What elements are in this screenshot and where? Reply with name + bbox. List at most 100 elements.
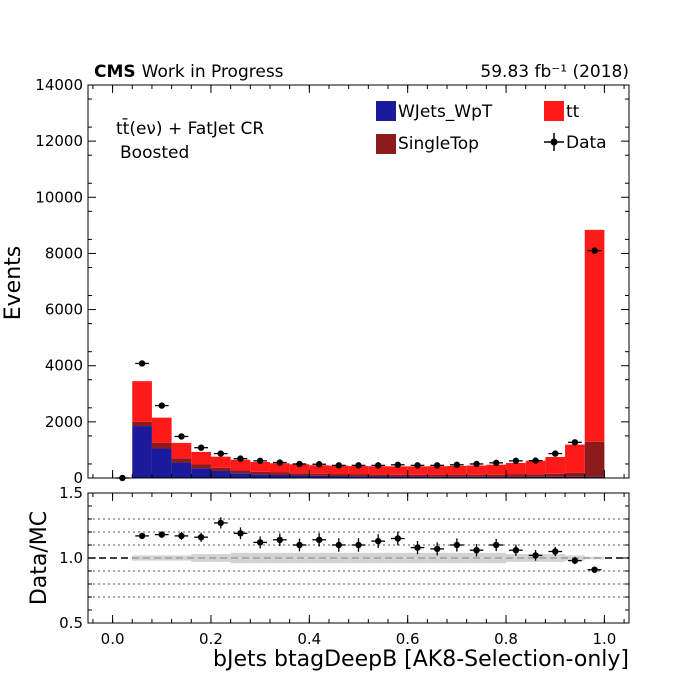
region-annotation: tt̄(eν) + FatJet CR xyxy=(116,117,264,139)
bar-wjets_wpt-10 xyxy=(309,475,329,478)
bar-singletop-22 xyxy=(545,473,566,477)
data-point-20 xyxy=(509,457,523,465)
y-tick-label: 8000 xyxy=(45,244,83,262)
bar-wjets_wpt-17 xyxy=(447,476,467,478)
x-tick-label: 1.0 xyxy=(592,630,616,648)
region-subannotation: Boosted xyxy=(120,143,189,163)
ratio-point-6 xyxy=(233,527,248,540)
ratio-y-axis-label: Data/MC xyxy=(27,511,52,605)
luminosity-label: 59.83 fb⁻¹ (2018) xyxy=(480,62,629,82)
bar-wjets_wpt-21 xyxy=(525,476,546,478)
bar-wjets_wpt-9 xyxy=(289,475,310,478)
bar-tt-20 xyxy=(506,462,526,475)
bar-wjets_wpt-16 xyxy=(427,476,448,478)
bar-tt-11 xyxy=(328,465,349,475)
bar-tt-22 xyxy=(545,456,566,474)
y-tick-label: 14000 xyxy=(35,76,83,94)
bar-wjets_wpt-6 xyxy=(230,473,251,478)
ratio-point-4 xyxy=(194,532,208,542)
bar-singletop-13 xyxy=(368,474,389,477)
ratio-point-24 xyxy=(587,566,602,573)
bar-wjets_wpt-7 xyxy=(250,474,270,478)
y-tick-label: 2000 xyxy=(45,413,83,431)
legend-swatch-tt xyxy=(544,101,564,121)
data-point-2 xyxy=(154,402,169,409)
ratio-point-19 xyxy=(489,538,504,552)
y-tick-label: 4000 xyxy=(45,357,83,375)
ratio-point-17 xyxy=(450,538,464,552)
x-tick-label: 0.6 xyxy=(396,630,420,648)
bar-tt-23 xyxy=(565,444,585,473)
bar-singletop-21 xyxy=(525,474,546,477)
bar-tt-21 xyxy=(525,460,546,475)
ratio-point-23 xyxy=(568,557,582,565)
ratio-point-13 xyxy=(371,534,386,549)
ratio-band-14 xyxy=(388,552,408,564)
ratio-points xyxy=(135,517,602,573)
bar-wjets_wpt-3 xyxy=(171,462,192,478)
bar-wjets_wpt-8 xyxy=(269,474,290,478)
legend-swatch-singletop xyxy=(376,134,396,154)
ratio-point-11 xyxy=(331,538,346,552)
bar-singletop-2 xyxy=(151,442,172,449)
bar-wjets_wpt-15 xyxy=(407,476,428,478)
bar-singletop-19 xyxy=(486,474,507,477)
bar-wjets_wpt-12 xyxy=(348,476,369,478)
bar-wjets_wpt-19 xyxy=(486,476,507,478)
bar-singletop-11 xyxy=(328,474,349,477)
ratio-band-10 xyxy=(309,552,329,564)
bar-wjets_wpt-20 xyxy=(506,476,526,478)
bar-tt-18 xyxy=(466,465,487,475)
ratio-band-22 xyxy=(545,554,566,562)
data-point-19 xyxy=(489,459,504,467)
ratio-point-3 xyxy=(174,531,189,540)
bar-tt-8 xyxy=(269,463,290,473)
bar-wjets_wpt-11 xyxy=(328,476,349,478)
ratio-band-20 xyxy=(506,554,526,562)
bar-singletop-15 xyxy=(407,474,428,477)
ratio-point-9 xyxy=(292,538,307,552)
cms-bold: CMS xyxy=(94,62,136,82)
data-point-16 xyxy=(430,462,445,469)
cms-label: CMS Work in Progress xyxy=(94,62,284,82)
bar-tt-3 xyxy=(171,442,192,459)
ratio-point-20 xyxy=(509,544,523,556)
bar-tt-14 xyxy=(388,466,408,475)
bar-wjets_wpt-1 xyxy=(132,426,152,478)
bar-tt-16 xyxy=(427,466,448,475)
legend-label-data: Data xyxy=(566,133,607,153)
ratio-point-10 xyxy=(312,533,326,547)
bar-tt-4 xyxy=(191,451,211,465)
stacked-bars xyxy=(132,229,605,478)
main-panel: 0 2000 4000 6000 8000 10000 12000 14000 tt̄(eν)… xyxy=(1,76,630,487)
ratio-band-11 xyxy=(328,552,349,564)
ratio-point-14 xyxy=(391,531,405,546)
bar-wjets_wpt-2 xyxy=(151,448,172,478)
bar-singletop-23 xyxy=(565,472,585,477)
data-point-3 xyxy=(174,433,189,440)
x-tick-label: 0.0 xyxy=(101,630,125,648)
bar-singletop-6 xyxy=(230,470,251,474)
ratio-band-2 xyxy=(151,555,172,561)
data-point-8 xyxy=(272,459,287,466)
ratio-band-5 xyxy=(210,554,231,562)
ratio-point-21 xyxy=(528,550,543,561)
ratio-band-4 xyxy=(191,554,211,562)
bar-wjets_wpt-22 xyxy=(545,476,566,478)
bar-singletop-18 xyxy=(466,474,487,477)
data-point-24 xyxy=(587,247,602,254)
ratio-band-6 xyxy=(230,552,251,564)
bar-tt-15 xyxy=(407,466,428,475)
ratio-band-12 xyxy=(348,552,369,564)
bar-tt-24 xyxy=(584,229,605,442)
data-point-1 xyxy=(135,360,149,367)
bar-tt-19 xyxy=(486,464,507,475)
ratio-point-15 xyxy=(410,540,425,555)
bar-tt-17 xyxy=(447,465,467,475)
ratio-band-8 xyxy=(269,552,290,564)
ratio-band-3 xyxy=(171,555,192,561)
data-point-14 xyxy=(391,461,405,469)
ratio-point-22 xyxy=(548,546,563,557)
ratio-point-5 xyxy=(213,517,228,529)
